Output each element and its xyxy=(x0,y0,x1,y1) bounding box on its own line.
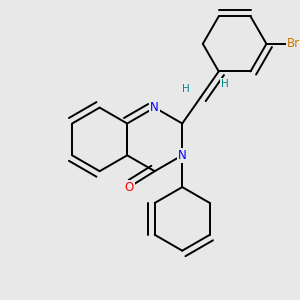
Text: H: H xyxy=(221,79,229,89)
Text: N: N xyxy=(150,101,159,114)
Text: O: O xyxy=(124,181,134,194)
Text: H: H xyxy=(182,84,190,94)
Text: Br: Br xyxy=(287,38,300,50)
Text: N: N xyxy=(178,149,187,162)
